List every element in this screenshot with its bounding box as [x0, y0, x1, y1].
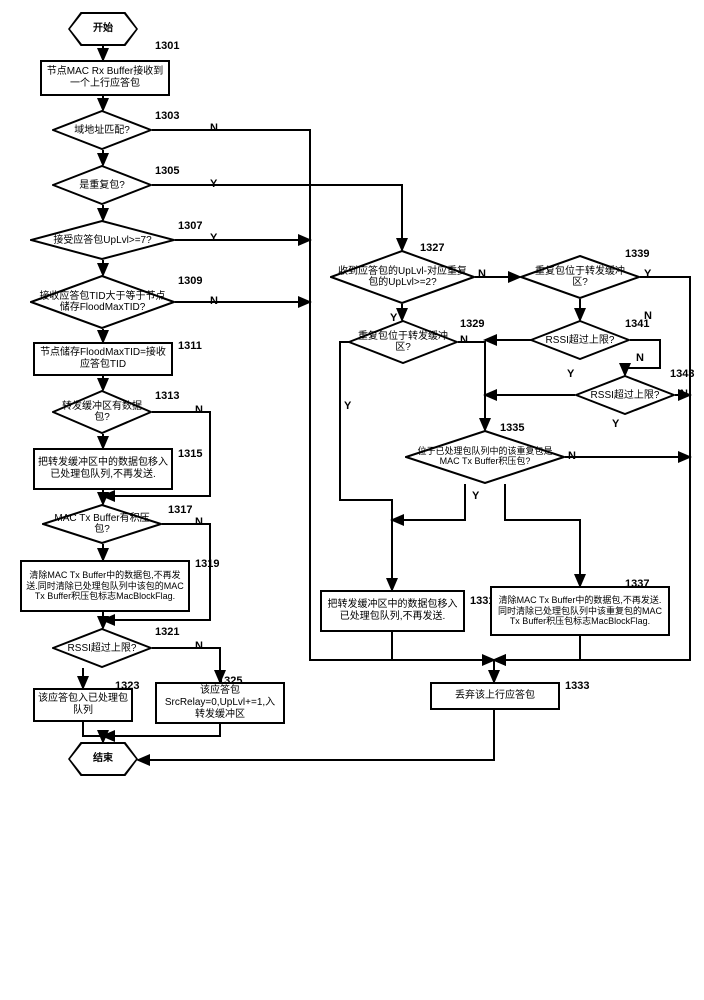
branch-label: N: [195, 516, 203, 528]
ref-1333: 1333: [565, 680, 589, 692]
branch-label: N: [644, 310, 652, 322]
d1321: RSSI超过上限?: [52, 628, 152, 668]
d1343: RSSI超过上限?: [575, 375, 675, 415]
branch-label: Y: [567, 368, 574, 380]
ref-1325: 1325: [218, 675, 242, 687]
n1311: 节点储存FloodMaxTID=接收应答包TID: [33, 342, 173, 376]
branch-label: N: [195, 404, 203, 416]
n1319: 清除MAC Tx Buffer中的数据包,不再发送.同时清除已处理包队列中该包的…: [20, 560, 190, 612]
branch-label: Y: [472, 490, 479, 502]
branch-label: Y: [344, 400, 351, 412]
d1329: 重复包位于转发缓冲区?: [348, 320, 458, 364]
branch-label: Y: [390, 312, 397, 324]
ref-1307: 1307: [178, 220, 202, 232]
branch-label: N: [460, 334, 468, 346]
branch-label: Y: [612, 418, 619, 430]
d1305: 是重复包?: [52, 165, 152, 205]
ref-1319: 1319: [195, 558, 219, 570]
branch-label: Y: [210, 178, 217, 190]
n1331: 把转发缓冲区中的数据包移入已处理包队列,不再发送.: [320, 590, 465, 632]
branch-label: Y: [644, 268, 651, 280]
ref-1321: 1321: [155, 626, 179, 638]
d1303: 域地址匹配?: [52, 110, 152, 150]
d1309: 接收应答包TID大于等于节点储存FloodMaxTID?: [30, 275, 175, 329]
branch-label: N: [568, 450, 576, 462]
ref-1309: 1309: [178, 275, 202, 287]
ref-1311: 1311: [178, 340, 202, 352]
d1335: 位于已处理包队列中的该重复包是MAC Tx Buffer积压包?: [405, 430, 565, 484]
ref-1301: 1301: [155, 40, 179, 52]
d1313: 转发缓冲区有数据包?: [52, 390, 152, 434]
n1333: 丢弃该上行应答包: [430, 682, 560, 710]
branch-label: N: [478, 268, 486, 280]
ref-1339: 1339: [625, 248, 649, 260]
branch-label: N: [680, 388, 688, 400]
end-label: 结束: [70, 744, 136, 774]
ref-1303: 1303: [155, 110, 179, 122]
end-node: 结束: [68, 742, 138, 776]
start-label: 开始: [70, 14, 136, 44]
n1337: 清除MAC Tx Buffer中的数据包,不再发送.同时清除已处理包队列中该重复…: [490, 586, 670, 636]
d1339: 重复包位于转发缓冲区?: [520, 255, 640, 299]
d1327: 收到应答包的UpLvl-对应重复包的UpLvl>=2?: [330, 250, 475, 304]
flowchart-arrows: [0, 0, 704, 1000]
branch-label: N: [210, 295, 218, 307]
ref-1343: 1343: [670, 368, 694, 380]
d1307: 接受应答包UpLvl>=7?: [30, 220, 175, 260]
ref-1329: 1329: [460, 318, 484, 330]
ref-1305: 1305: [155, 165, 179, 177]
start-node: 开始: [68, 12, 138, 46]
d1341: RSSI超过上限?: [530, 320, 630, 360]
ref-1317: 1317: [168, 504, 192, 516]
ref-1313: 1313: [155, 390, 179, 402]
ref-1315: 1315: [178, 448, 202, 460]
n1325: 该应答包SrcRelay=0,UpLvl+=1,入转发缓冲区: [155, 682, 285, 724]
node-rx-buffer: 节点MAC Rx Buffer接收到一个上行应答包: [40, 60, 170, 96]
ref-1337: 1337: [625, 578, 649, 590]
ref-1335: 1335: [500, 422, 524, 434]
branch-label: Y: [210, 232, 217, 244]
d1317: MAC Tx Buffer有积压包?: [42, 504, 162, 544]
branch-label: N: [636, 352, 644, 364]
branch-label: N: [195, 640, 203, 652]
ref-1323: 1323: [115, 680, 139, 692]
n1315: 把转发缓冲区中的数据包移入已处理包队列,不再发送.: [33, 448, 173, 490]
branch-label: N: [210, 122, 218, 134]
ref-1327: 1327: [420, 242, 444, 254]
n1323: 该应答包入已处理包队列: [33, 688, 133, 722]
